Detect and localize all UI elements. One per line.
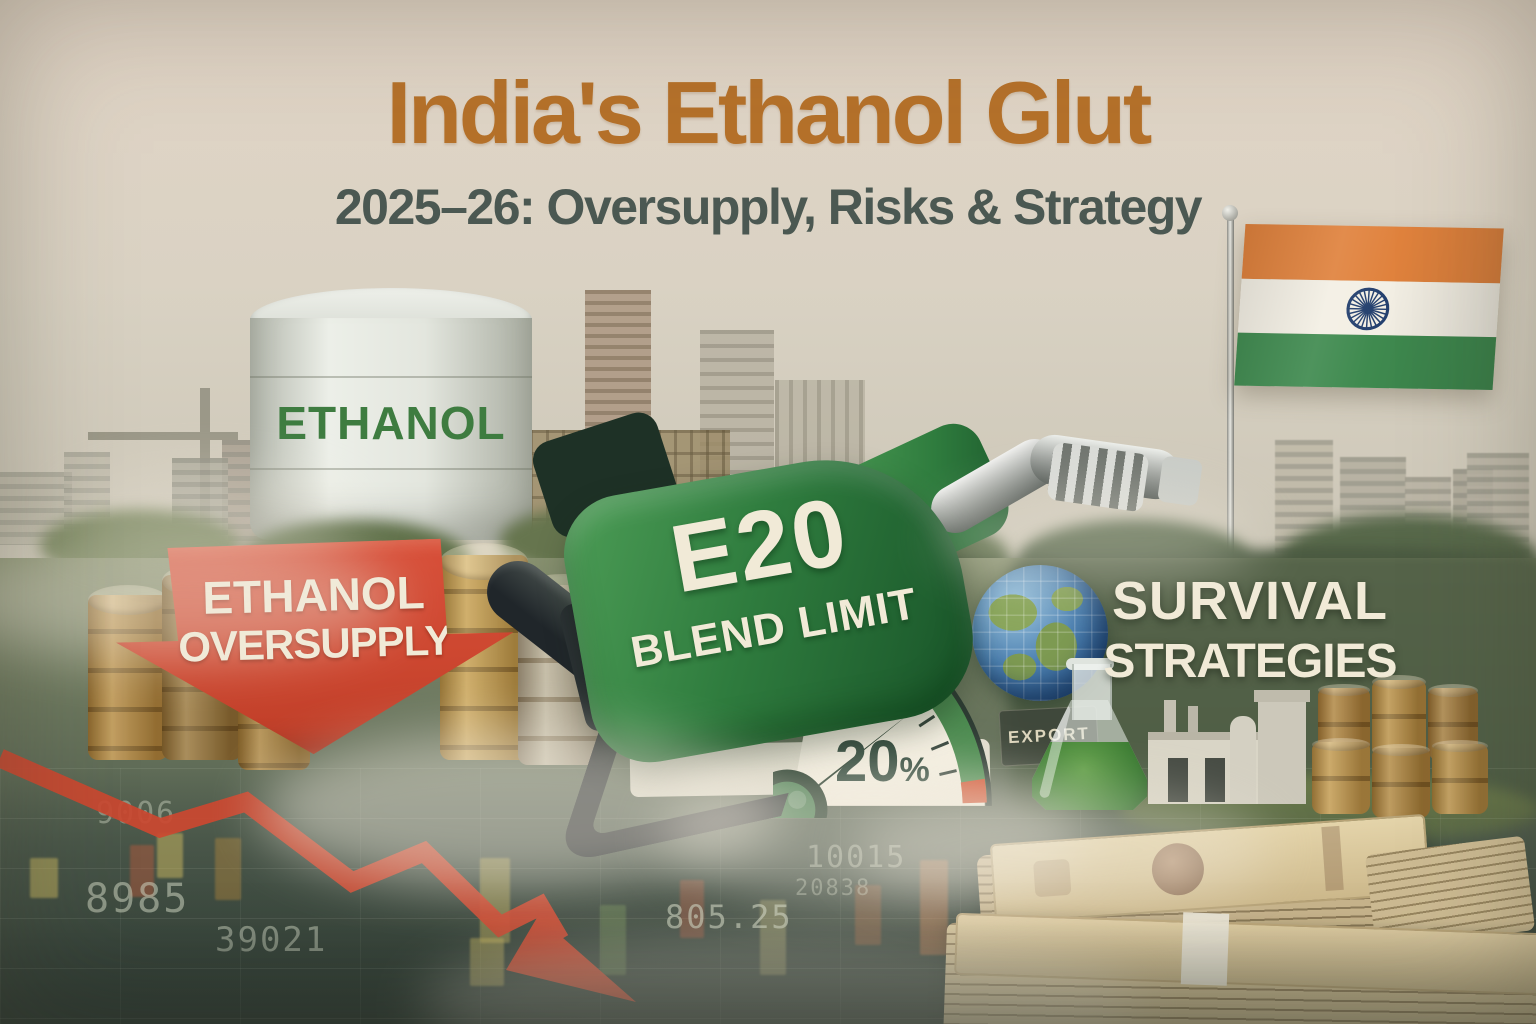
barrel [1372,675,1426,758]
fog [60,470,360,560]
barrel [1312,737,1370,814]
survival-line1: SURVIVAL [1111,571,1389,631]
candlestick [215,838,241,900]
headline-block: India's Ethanol Glut 2025–26: Oversupply… [0,62,1536,236]
survival-line2: STRATEGIES [1103,635,1397,688]
ticker-number: 20838 [795,876,872,901]
fog [0,540,400,660]
factory-hall [1148,732,1278,804]
tank-body: ETHANOL [250,318,532,540]
barrel [88,585,168,760]
fog [850,790,1270,910]
construction-crane [88,432,238,440]
tank-label: ETHANOL [276,397,506,449]
flag-fold-shading [1234,223,1504,391]
ethanol-tank: ETHANOL [250,288,532,550]
yellow-label [30,858,58,898]
tank-seam [250,376,532,378]
factory-door [1168,758,1188,802]
candlestick [855,885,881,945]
ticker-number: 8985 [85,876,190,922]
candlestick [680,880,704,938]
india-flag [1234,223,1504,391]
banknote-security-strip [1321,825,1344,891]
barrel [1372,743,1430,818]
flagpole-finial [1222,205,1238,221]
yellow-label [470,938,504,986]
factory-door [1205,758,1225,802]
factory-chimney [1188,706,1198,736]
flagpole [1227,214,1234,580]
ashoka-chakra-icon [1346,287,1390,331]
yellow-label [157,833,183,878]
candlestick [920,860,948,955]
page-title: India's Ethanol Glut [386,63,1153,162]
candlestick [760,900,786,975]
page-subtitle: 2025–26: Oversupply, Risks & Strategy [334,179,1203,235]
candlestick [130,845,154,897]
factory-tower [1258,698,1306,804]
fog [260,730,780,890]
flask-icon [1032,658,1147,810]
cash-strap [1180,912,1230,986]
biofuel-factory [1142,686,1342,808]
gauge-value-number: 20 [835,729,900,794]
factory-chimney [1164,700,1176,736]
survival-strategies-text: SURVIVAL STRATEGIES [1085,570,1415,689]
gauge-value-unit: % [899,751,930,789]
factory-silo [1230,716,1256,804]
tank-seam [250,468,532,470]
flask-body [1032,700,1147,810]
fog [940,490,1260,585]
fog [660,765,1090,905]
ticker-number: 39021 [215,920,328,960]
factory-tower-cap [1254,690,1310,702]
candlestick [600,905,626,975]
ticker-number: 10015 [806,840,907,875]
flask-liquid [1032,741,1147,810]
barrel [1432,739,1488,814]
gauge-value: 20% [835,728,930,795]
ticker-number: 805.25 [665,898,793,936]
